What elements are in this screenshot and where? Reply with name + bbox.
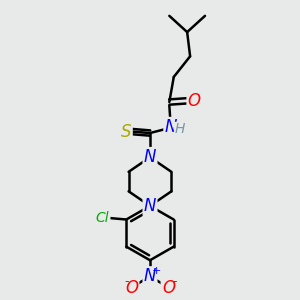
Text: Cl: Cl (96, 211, 110, 225)
Text: O: O (188, 92, 201, 110)
Text: N: N (144, 197, 156, 215)
Text: H: H (175, 122, 185, 136)
Text: -: - (172, 275, 177, 288)
Text: N: N (144, 148, 156, 166)
Text: S: S (121, 123, 131, 141)
Text: -: - (124, 275, 128, 288)
Text: O: O (125, 279, 138, 297)
Text: O: O (162, 279, 175, 297)
Text: N: N (144, 268, 156, 286)
Text: +: + (152, 266, 161, 277)
Text: N: N (165, 118, 177, 136)
